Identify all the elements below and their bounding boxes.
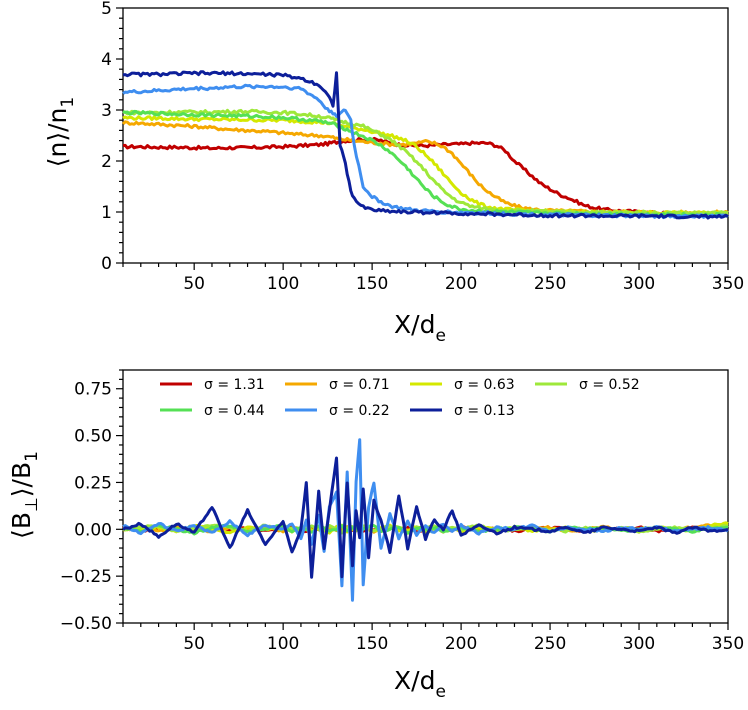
- x-tick-label: 300: [623, 274, 655, 294]
- x-tick-label: 300: [623, 634, 655, 654]
- legend: σ = 1.31 σ = 0.71 σ = 0.63 σ = 0.52 σ = 0.44…: [160, 377, 640, 419]
- y-tick-label: 0.50: [74, 427, 112, 447]
- x-tick-label: 350: [712, 274, 744, 294]
- x-tick-label: 100: [267, 274, 299, 294]
- bottom-x-axis-label: X/de: [394, 666, 446, 702]
- bottom-y-axis: −0.50 −0.25 0.00 0.25 0.50 0.75: [60, 369, 123, 634]
- x-tick-label: 50: [183, 634, 205, 654]
- top-series-lines: [121, 70, 729, 220]
- x-tick-label: 200: [445, 634, 477, 654]
- x-tick-label: 50: [183, 274, 205, 294]
- series-line: [122, 115, 729, 216]
- y-tick-label: 3: [101, 101, 112, 121]
- x-tick-label: 250: [534, 274, 566, 294]
- series-line: [122, 108, 729, 216]
- y-tick-label: 5: [101, 0, 112, 19]
- series-line: [121, 120, 729, 216]
- legend-label: σ = 0.71: [329, 377, 390, 393]
- y-tick-label: 0.00: [74, 520, 112, 540]
- top-y-axis: 0 1 2 3 4 5: [101, 0, 123, 274]
- series-line: [122, 70, 729, 220]
- x-tick-label: 150: [356, 274, 388, 294]
- bottom-x-axis: 50 100 150 200 250 300 350: [122, 623, 744, 654]
- bottom-series-lines: [122, 438, 729, 602]
- bottom-y-axis-label: ⟨B⊥⟩/B1: [7, 451, 42, 539]
- y-tick-label: −0.25: [60, 567, 112, 587]
- y-tick-label: 1: [101, 203, 112, 223]
- legend-label: σ = 0.52: [579, 377, 640, 393]
- legend-label: σ = 0.44: [204, 403, 265, 419]
- x-tick-label: 100: [267, 634, 299, 654]
- top-plot-frame: [122, 7, 729, 264]
- y-tick-label: 0: [101, 254, 112, 274]
- legend-label: σ = 1.31: [204, 377, 265, 393]
- x-tick-label: 250: [534, 634, 566, 654]
- top-x-axis-label: X/de: [394, 310, 446, 346]
- series-line: [122, 438, 729, 602]
- legend-label: σ = 0.63: [454, 377, 515, 393]
- legend-label: σ = 0.13: [454, 403, 515, 419]
- series-line: [122, 456, 729, 579]
- legend-label: σ = 0.22: [329, 403, 390, 419]
- y-tick-label: −0.50: [60, 614, 112, 634]
- series-line: [122, 136, 729, 217]
- y-tick-label: 4: [101, 50, 112, 70]
- x-tick-label: 150: [356, 634, 388, 654]
- y-tick-label: 0.75: [74, 380, 112, 400]
- x-tick-label: 350: [712, 634, 744, 654]
- top-y-axis-label: ⟨n⟩/n1: [43, 97, 78, 167]
- y-tick-label: 2: [101, 152, 112, 172]
- top-panel: 50 100 150 200 250 300 350 0 1 2 3 4 5 ⟨n⟩/n1 X/de: [43, 0, 744, 346]
- bottom-panel: 50 100 150 200 250 300 350 −0.50 −0.25 0.00 0.25 0…: [7, 369, 744, 702]
- top-x-axis: 50 100 150 200 250 300 350: [122, 263, 744, 294]
- series-line: [122, 83, 729, 220]
- y-tick-label: 0.25: [74, 473, 112, 493]
- x-tick-label: 200: [445, 274, 477, 294]
